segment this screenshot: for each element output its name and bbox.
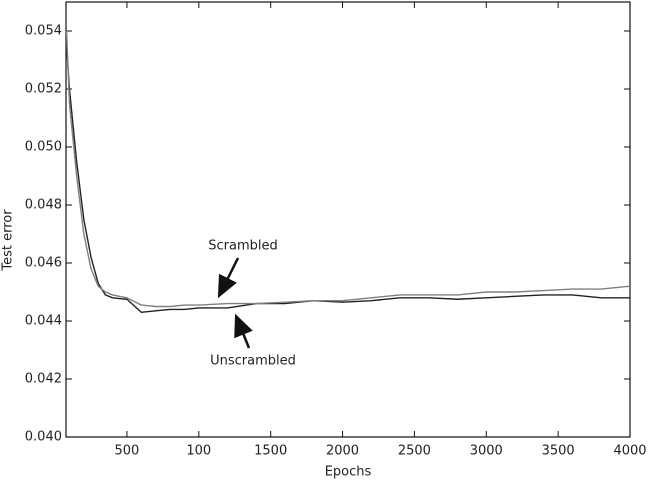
y-axis-label: Test error	[1, 209, 16, 272]
x-tick-label: 100	[186, 444, 211, 459]
x-tick-label: 500	[115, 444, 140, 459]
x-tick-label: 1500	[254, 444, 287, 459]
y-tick-label: 0.044	[25, 314, 62, 329]
x-tick-label: 4000	[613, 444, 646, 459]
y-tick-label: 0.054	[25, 24, 62, 39]
x-tick-label: 2000	[326, 444, 359, 459]
y-tick-label: 0.052	[25, 82, 62, 97]
y-tick-label: 0.048	[25, 198, 62, 213]
plot-frame	[65, 1, 631, 438]
x-tick-label: 3000	[470, 444, 503, 459]
y-tick-label: 0.046	[25, 256, 62, 271]
annotation-arrow	[234, 313, 253, 349]
y-tick-label: 0.050	[25, 140, 62, 155]
x-tick-label: 2500	[398, 444, 431, 459]
x-axis-label: Epochs	[325, 465, 372, 480]
annotation-arrow	[217, 257, 240, 299]
y-tick-label: 0.042	[25, 372, 62, 387]
data-line	[65, 45, 630, 314]
x-tick-label: 3500	[542, 444, 575, 459]
data-line	[65, 30, 631, 308]
annotation: Scrambled	[208, 239, 278, 254]
y-tick-label: 0.040	[25, 430, 62, 445]
annotation: Unscrambled	[210, 354, 296, 369]
